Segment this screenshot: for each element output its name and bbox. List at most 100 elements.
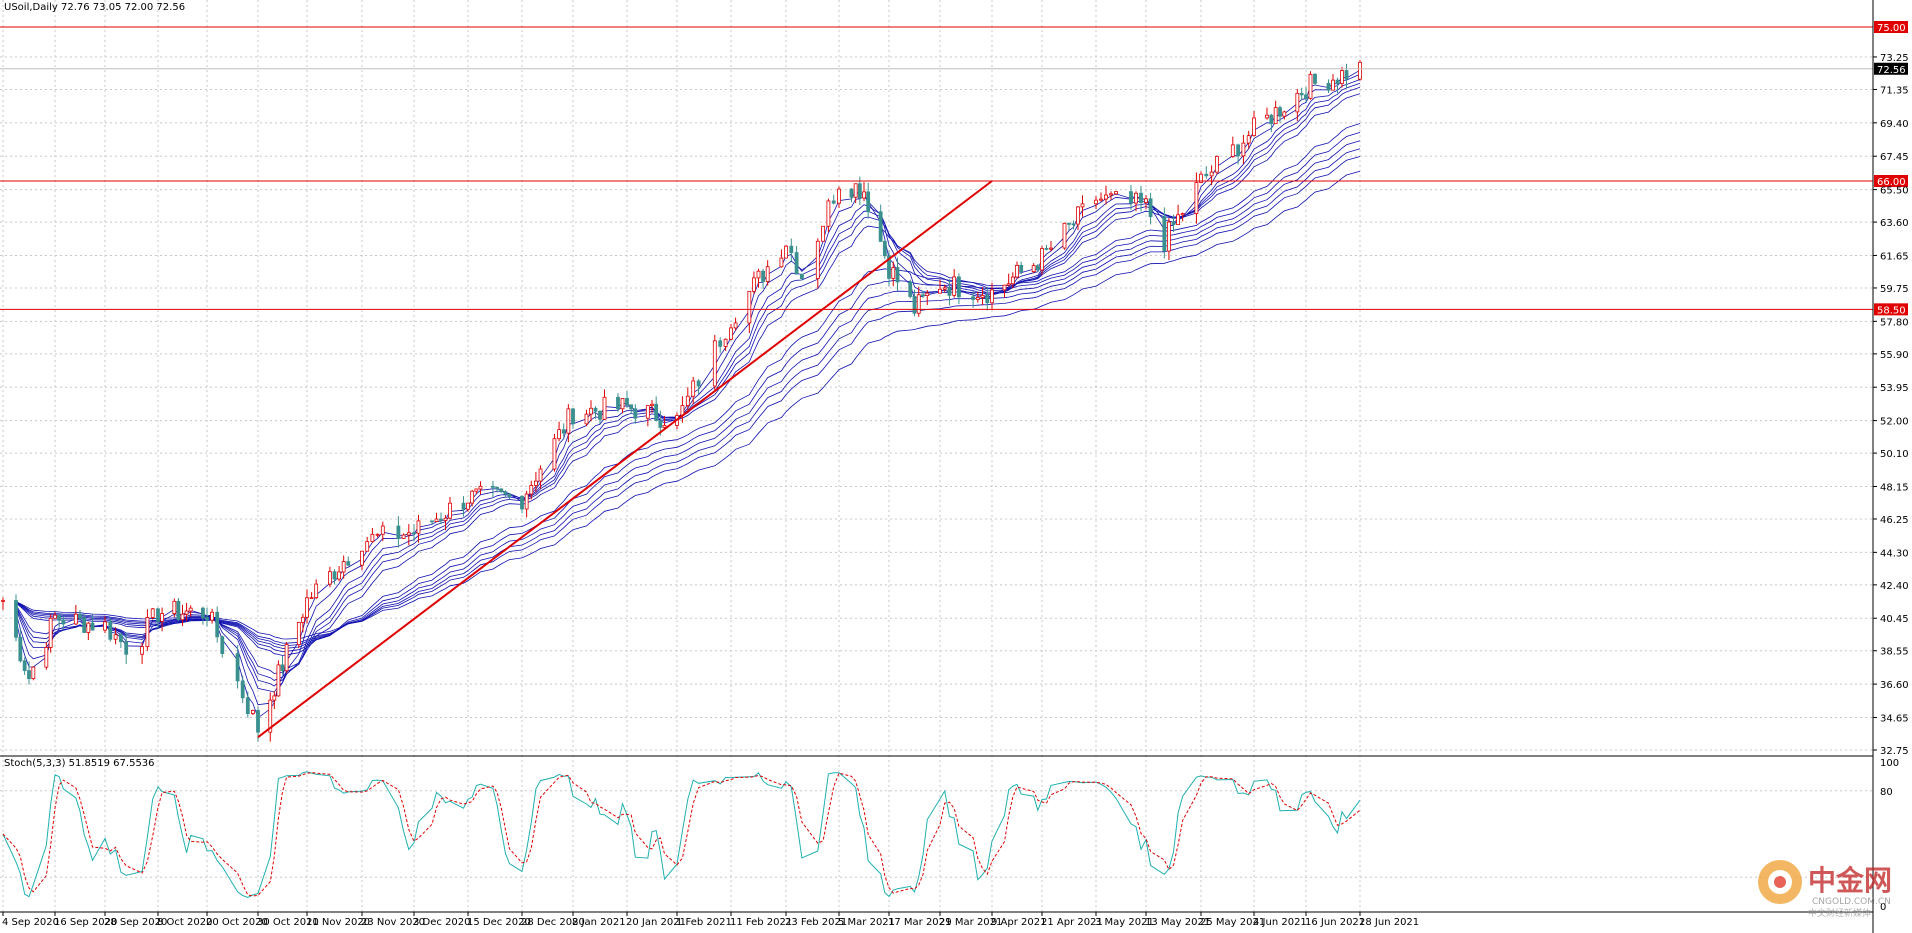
candle-body: [276, 664, 281, 697]
candle-body: [1358, 61, 1362, 80]
candle-body: [985, 294, 990, 304]
candle-body: [908, 281, 913, 297]
candle-body: [172, 600, 177, 614]
candle-body: [645, 405, 650, 419]
y-tick-label: 65.50: [1880, 186, 1909, 197]
candle-body: [921, 294, 925, 297]
candle-body: [240, 680, 245, 699]
candle-body: [401, 534, 406, 539]
candle-body: [925, 292, 930, 297]
candle-body: [895, 267, 900, 283]
y-tick-label: 57.80: [1880, 317, 1909, 328]
watermark-tagline: 中文财经新媒体: [1808, 907, 1871, 919]
candle-body: [160, 613, 164, 622]
level-tag-label: 75.00: [1877, 23, 1906, 34]
level-tag: [1874, 303, 1908, 316]
candle-body: [882, 241, 887, 257]
candle-body: [800, 273, 804, 279]
candle-body: [314, 583, 319, 599]
candle-body: [756, 270, 761, 279]
candle-body: [1134, 192, 1138, 204]
candle-body: [1331, 79, 1335, 91]
candle-body: [878, 211, 883, 242]
y-tick-label: 34.65: [1880, 713, 1909, 724]
x-tick-label: 13 May 2021: [1145, 917, 1210, 928]
candle-body: [1062, 222, 1067, 249]
stochastic-pane: [0, 771, 1873, 899]
candle-body: [44, 647, 49, 668]
candle-body: [1171, 221, 1176, 226]
horizontal-levels[interactable]: 75.00 66.00 58.50: [0, 21, 1908, 316]
candle-body: [916, 294, 921, 314]
x-tick-label: 15 Dec 2020: [467, 917, 531, 928]
trendline-group[interactable]: [257, 180, 993, 738]
candle-body: [220, 636, 225, 654]
candle-body: [1304, 94, 1308, 99]
candle-body: [650, 403, 654, 406]
candle-body: [1252, 117, 1256, 137]
candle-body: [529, 485, 534, 495]
candle-body: [256, 710, 260, 733]
candle-body: [561, 429, 566, 434]
stoch-axis-label: 100: [1880, 758, 1899, 769]
x-tick-label: 16 Jun 2021: [1305, 917, 1365, 928]
candle-body: [1019, 265, 1024, 273]
candle-body: [524, 493, 529, 510]
candle-body: [1215, 156, 1219, 173]
candle-body: [370, 533, 375, 543]
candle-body: [145, 617, 150, 648]
candle-body: [478, 485, 483, 490]
candle-body: [733, 322, 738, 329]
candle-body: [942, 287, 947, 290]
candle-body: [891, 267, 896, 279]
candle-body: [235, 653, 240, 682]
candle-body: [1230, 144, 1235, 157]
candle-body: [887, 255, 891, 279]
y-tick-label: 67.45: [1880, 152, 1909, 163]
candle-body: [629, 404, 634, 410]
level-tag: [1874, 21, 1908, 33]
x-tick-label: 11 Nov 2020: [306, 917, 370, 928]
current-price-value: 72.56: [1877, 65, 1906, 76]
candle-body: [947, 287, 952, 296]
candle-body: [1326, 83, 1331, 91]
x-tick-label: 4 Jun 2021: [1253, 917, 1307, 928]
candle-body: [119, 634, 123, 643]
stochastic-label: Stoch(5,3,3) 51.8519 67.5536: [4, 758, 155, 769]
candle-body: [470, 490, 475, 504]
candle-body: [140, 646, 145, 655]
candle-body: [337, 571, 341, 580]
candle-body: [654, 403, 659, 421]
x-tick-label: 1 Feb 2021: [676, 917, 732, 928]
candle-body: [1340, 70, 1344, 84]
candle-body: [406, 532, 411, 536]
candle-body: [534, 480, 538, 486]
candle-body: [82, 617, 87, 633]
candle-body: [1067, 222, 1071, 225]
candle-body: [57, 614, 62, 621]
candle-body: [1278, 107, 1282, 117]
candle-body: [1139, 192, 1143, 203]
candle-body: [205, 617, 209, 621]
candle-body: [957, 276, 961, 298]
candle-body: [53, 614, 57, 619]
candle-body: [662, 425, 667, 428]
candle-body: [301, 616, 305, 623]
candle-body: [520, 495, 524, 510]
candle-body: [215, 611, 220, 638]
candle-body: [620, 398, 625, 410]
candlesticks: [1, 60, 1362, 742]
x-tick-label: 3 Dec 2020: [413, 917, 471, 928]
price-axis[interactable]: 73.25 71.35 69.40 67.45 65.50 63.60 61.65 59.75…: [1873, 53, 1909, 757]
candle-body: [61, 619, 66, 625]
watermark-domain: CNGOLD.COM.CN: [1812, 897, 1891, 907]
y-tick-label: 36.60: [1880, 680, 1909, 691]
candle-body: [503, 491, 508, 495]
candle-body: [184, 610, 189, 615]
y-tick-label: 48.15: [1880, 482, 1909, 493]
trendline: [257, 180, 993, 738]
current-price-tag: 72.56: [1874, 62, 1908, 76]
candle-body: [499, 488, 504, 493]
